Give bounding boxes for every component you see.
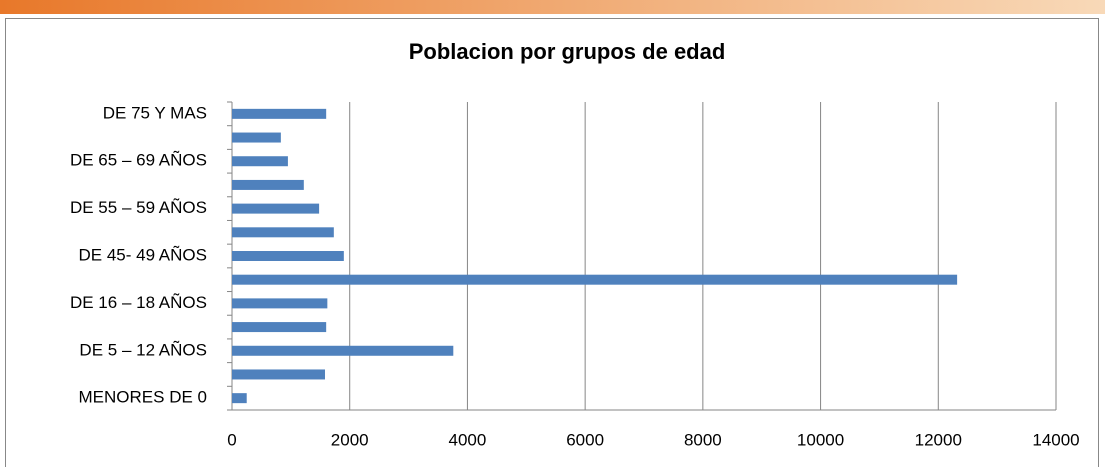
chart-border: [5, 18, 1099, 467]
bar: [232, 156, 288, 167]
x-tick-label: 8000: [684, 430, 722, 449]
bar: [232, 179, 304, 190]
y-tick-label: DE 65 – 69 AÑOS: [70, 151, 207, 170]
chart-title: Poblacion por grupos de edad: [409, 39, 726, 64]
bar: [232, 322, 327, 333]
x-tick-label: 2000: [331, 430, 369, 449]
y-tick-label: MENORES DE 0: [79, 388, 207, 407]
bar: [232, 227, 334, 238]
bar: [232, 345, 454, 356]
bar: [232, 369, 325, 380]
y-tick-label: DE 75 Y MAS: [103, 103, 207, 122]
x-tick-label: 10000: [797, 430, 844, 449]
bar: [232, 298, 328, 309]
x-tick-label: 14000: [1032, 430, 1079, 449]
bar: [232, 393, 247, 404]
header-band: [0, 0, 1105, 14]
bar: [232, 132, 281, 143]
bar: [232, 274, 958, 285]
x-tick-label: 4000: [449, 430, 487, 449]
bar: [232, 203, 320, 214]
bar: [232, 108, 327, 119]
y-tick-label: DE 16 – 18 AÑOS: [70, 293, 207, 312]
bar: [232, 251, 344, 261]
x-tick-label: 12000: [915, 430, 962, 449]
y-tick-label: DE 55 – 59 AÑOS: [70, 198, 207, 217]
y-tick-label: DE 45- 49 AÑOS: [78, 245, 207, 264]
x-tick-label: 0: [227, 430, 236, 449]
y-tick-label: DE 5 – 12 AÑOS: [79, 340, 207, 359]
x-tick-label: 6000: [566, 430, 604, 449]
